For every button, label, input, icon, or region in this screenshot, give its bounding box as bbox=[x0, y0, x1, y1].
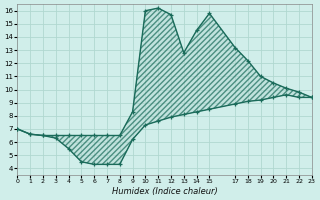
X-axis label: Humidex (Indice chaleur): Humidex (Indice chaleur) bbox=[112, 187, 218, 196]
